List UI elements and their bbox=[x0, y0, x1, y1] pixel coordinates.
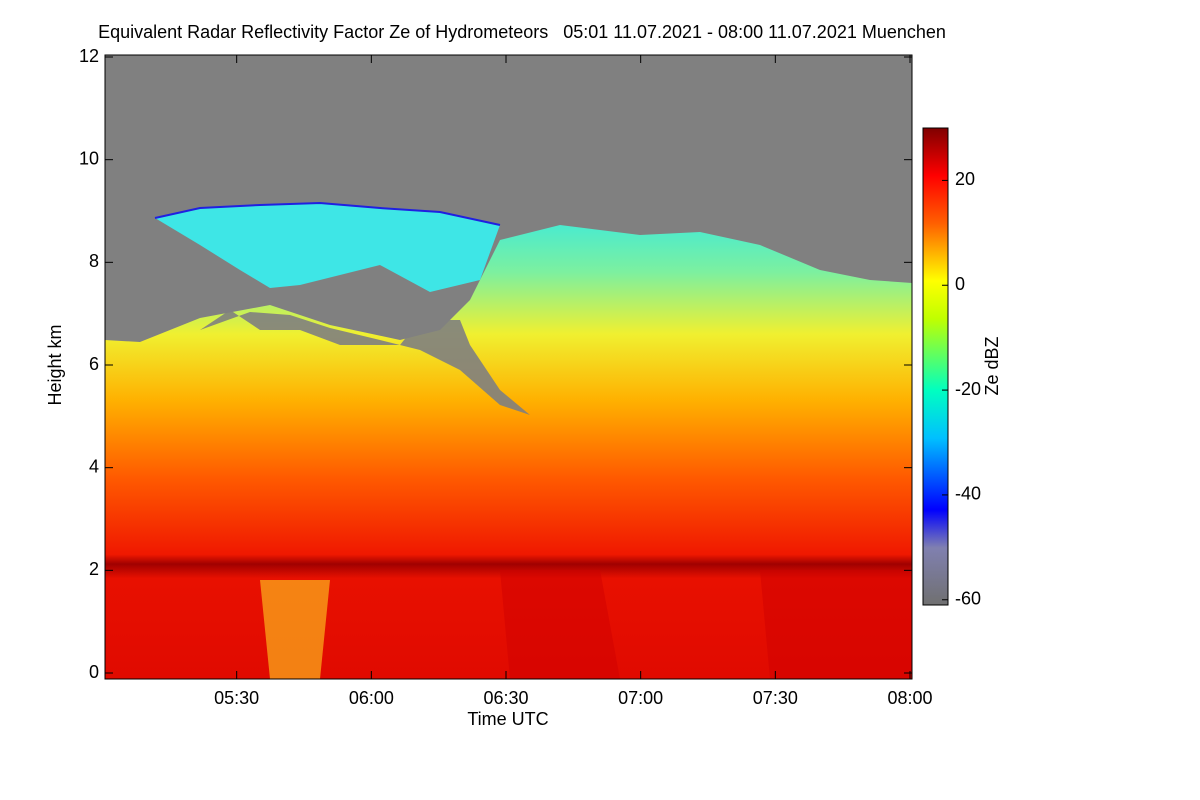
x-tick-label: 06:00 bbox=[349, 688, 394, 708]
y-axis-label: Height km bbox=[45, 324, 65, 405]
x-tick-label: 08:00 bbox=[887, 688, 932, 708]
colorbar-tick-label: 0 bbox=[955, 274, 965, 294]
x-tick-label: 06:30 bbox=[483, 688, 528, 708]
x-tick-label: 05:30 bbox=[214, 688, 259, 708]
colorbar-tick-label: -40 bbox=[955, 484, 981, 504]
y-tick-label: 6 bbox=[89, 354, 99, 374]
colorbar-tick-label: -60 bbox=[955, 589, 981, 609]
plot-frame bbox=[104, 54, 913, 680]
heatmap bbox=[105, 55, 912, 679]
x-tick-label: 07:30 bbox=[753, 688, 798, 708]
x-tick-label: 07:00 bbox=[618, 688, 663, 708]
colorbar bbox=[922, 127, 949, 606]
colorbar-tick-label: -20 bbox=[955, 379, 981, 399]
chart-title: Equivalent Radar Reflectivity Factor Ze … bbox=[98, 22, 946, 42]
colorbar-tick-label: 20 bbox=[955, 169, 975, 189]
x-axis-label: Time UTC bbox=[467, 709, 548, 729]
colorbar-label: Ze dBZ bbox=[982, 336, 1002, 395]
y-tick-label: 8 bbox=[89, 251, 99, 271]
y-tick-label: 12 bbox=[79, 46, 99, 66]
y-tick-label: 0 bbox=[89, 662, 99, 682]
y-tick-label: 10 bbox=[79, 148, 99, 168]
y-tick-label: 4 bbox=[89, 456, 99, 476]
y-tick-label: 2 bbox=[89, 559, 99, 579]
